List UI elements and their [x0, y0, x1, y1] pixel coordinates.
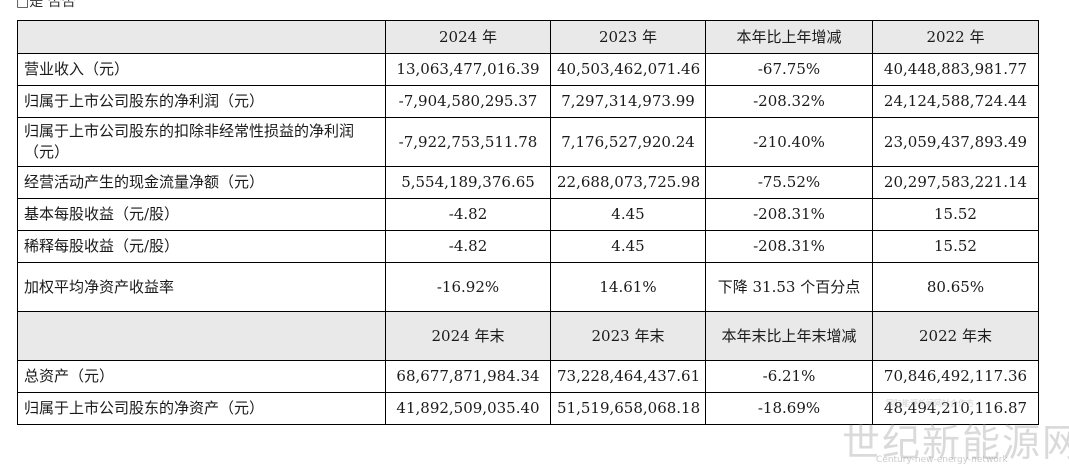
table-header-row-year-end: 2024 年末 2023 年末 本年末比上年末增减 2022 年末: [17, 311, 1039, 361]
table-row: 营业收入（元） 13,063,477,016.39 40,503,462,071…: [17, 53, 1039, 86]
table-row: 归属于上市公司股东的扣除非经常性损益的净利润（元） -7,922,753,511…: [17, 117, 1039, 167]
table-row: 归属于上市公司股东的净资产（元） 41,892,509,035.40 51,51…: [17, 392, 1039, 425]
value-2022: 80.65%: [872, 262, 1039, 312]
row-label: 归属于上市公司股东的净资产（元）: [17, 392, 386, 425]
header-cell-2024-end: 2024 年末: [385, 311, 551, 361]
watermark-top-text: 国际能源新闻网站合作方: [886, 399, 974, 408]
value-2022: 20,297,583,221.14: [872, 166, 1039, 199]
value-2023: 7,297,314,973.99: [550, 85, 706, 118]
row-label: 归属于上市公司股东的扣除非经常性损益的净利润（元）: [17, 117, 386, 167]
value-2023: 4.45: [550, 230, 706, 263]
table-row: 基本每股收益（元/股） -4.82 4.45 -208.31% 15.52: [17, 198, 1039, 231]
value-2022: 24,124,588,724.44: [872, 85, 1039, 118]
value-2023-end: 51,519,658,068.18: [550, 392, 706, 425]
row-label: 经营活动产生的现金流量净额（元）: [17, 166, 386, 199]
value-2024: -4.82: [385, 198, 551, 231]
table-row: 加权平均净资产收益率 -16.92% 14.61% 下降 31.53 个百分点 …: [17, 262, 1039, 312]
value-2022-end: 70,846,492,117.36: [872, 360, 1039, 393]
value-2022-end: 48,494,210,116.87: [872, 392, 1039, 425]
value-2023-end: 73,228,464,437.61: [550, 360, 706, 393]
row-label: 基本每股收益（元/股）: [17, 198, 386, 231]
value-2024-end: 68,677,871,984.34: [385, 360, 551, 393]
row-label: 归属于上市公司股东的净利润（元）: [17, 85, 386, 118]
table-row: 总资产（元） 68,677,871,984.34 73,228,464,437.…: [17, 360, 1039, 393]
value-2023: 22,688,073,725.98: [550, 166, 706, 199]
row-label: 稀释每股收益（元/股）: [17, 230, 386, 263]
table-row: 归属于上市公司股东的净利润（元） -7,904,580,295.37 7,297…: [17, 85, 1039, 118]
watermark-sub-text: Century-new-energy-network: [876, 455, 1008, 465]
header-cell-change-end: 本年末比上年末增减: [705, 311, 873, 361]
top-checkbox-text: □是 否否: [16, 0, 76, 10]
value-2024-end: 41,892,509,035.40: [385, 392, 551, 425]
header-cell-2023-end: 2023 年末: [550, 311, 706, 361]
value-2023: 7,176,527,920.24: [550, 117, 706, 167]
value-change: -208.32%: [705, 85, 873, 118]
row-label: 总资产（元）: [17, 360, 386, 393]
value-change: -75.52%: [705, 166, 873, 199]
row-label: 营业收入（元）: [17, 53, 386, 86]
value-2024: -7,904,580,295.37: [385, 85, 551, 118]
value-change: -67.75%: [705, 53, 873, 86]
table-row: 经营活动产生的现金流量净额（元） 5,554,189,376.65 22,688…: [17, 166, 1039, 199]
value-2023: 40,503,462,071.46: [550, 53, 706, 86]
value-2024: 5,554,189,376.65: [385, 166, 551, 199]
value-2024: 13,063,477,016.39: [385, 53, 551, 86]
header-cell-blank: [17, 311, 386, 361]
value-2023: 14.61%: [550, 262, 706, 312]
value-2022: 40,448,883,981.77: [872, 53, 1039, 86]
header-cell-2022-end: 2022 年末: [872, 311, 1039, 361]
header-cell-2022: 2022 年: [872, 20, 1039, 54]
value-2024: -7,922,753,511.78: [385, 117, 551, 167]
header-cell-blank: [17, 20, 386, 54]
row-label: 加权平均净资产收益率: [17, 262, 386, 312]
value-2022: 15.52: [872, 230, 1039, 263]
value-change: -210.40%: [705, 117, 873, 167]
value-2023: 4.45: [550, 198, 706, 231]
watermark-logo-text: 世纪新能源网: [842, 421, 1069, 465]
value-change: 下降 31.53 个百分点: [705, 262, 873, 312]
table-header-row: 2024 年 2023 年 本年比上年增减 2022 年: [17, 20, 1039, 54]
financial-data-table: 2024 年 2023 年 本年比上年增减 2022 年 营业收入（元） 13,…: [17, 20, 1039, 425]
value-2022: 23,059,437,893.49: [872, 117, 1039, 167]
value-change: -208.31%: [705, 230, 873, 263]
value-change-end: -18.69%: [705, 392, 873, 425]
header-cell-change: 本年比上年增减: [705, 20, 873, 54]
value-change-end: -6.21%: [705, 360, 873, 393]
header-cell-2023: 2023 年: [550, 20, 706, 54]
value-2024: -4.82: [385, 230, 551, 263]
value-2022: 15.52: [872, 198, 1039, 231]
value-change: -208.31%: [705, 198, 873, 231]
header-cell-2024: 2024 年: [385, 20, 551, 54]
table-row: 稀释每股收益（元/股） -4.82 4.45 -208.31% 15.52: [17, 230, 1039, 263]
value-2024: -16.92%: [385, 262, 551, 312]
